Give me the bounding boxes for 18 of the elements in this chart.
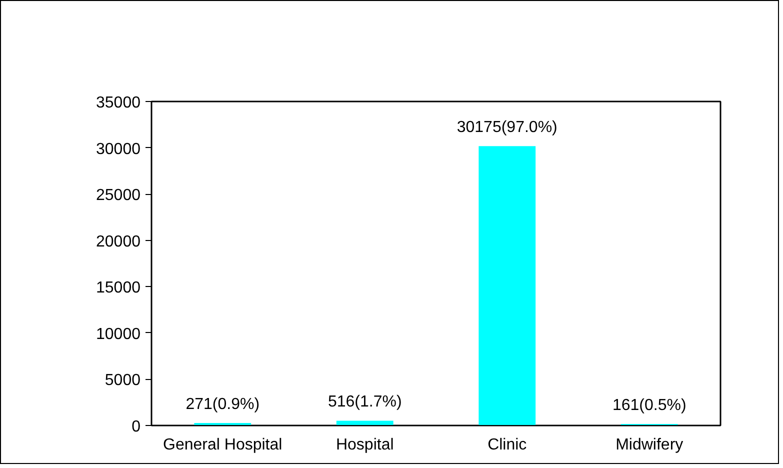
y-tick-label: 5000 <box>104 372 141 390</box>
x-tick-label: Midwifery <box>616 436 684 454</box>
x-tick-label: General Hospital <box>163 436 282 454</box>
x-tick-label: Clinic <box>488 436 527 454</box>
data-label: 30175(97.0%) <box>456 119 558 136</box>
y-tick-label: 0 <box>132 418 141 436</box>
y-tick-label: 10000 <box>96 326 141 343</box>
y-tick-label: 20000 <box>96 233 141 250</box>
data-label: 271(0.9%) <box>186 396 260 413</box>
bar <box>478 146 536 426</box>
data-label: 161(0.5%) <box>612 397 686 414</box>
bar <box>336 420 394 426</box>
data-label: 516(1.7%) <box>328 394 402 411</box>
y-tick-label: 15000 <box>96 280 141 297</box>
y-tick-label: 35000 <box>96 94 141 112</box>
y-tick-label: 30000 <box>96 140 141 158</box>
y-tick-label: 25000 <box>96 187 141 204</box>
x-tick-label: Hospital <box>336 436 394 454</box>
